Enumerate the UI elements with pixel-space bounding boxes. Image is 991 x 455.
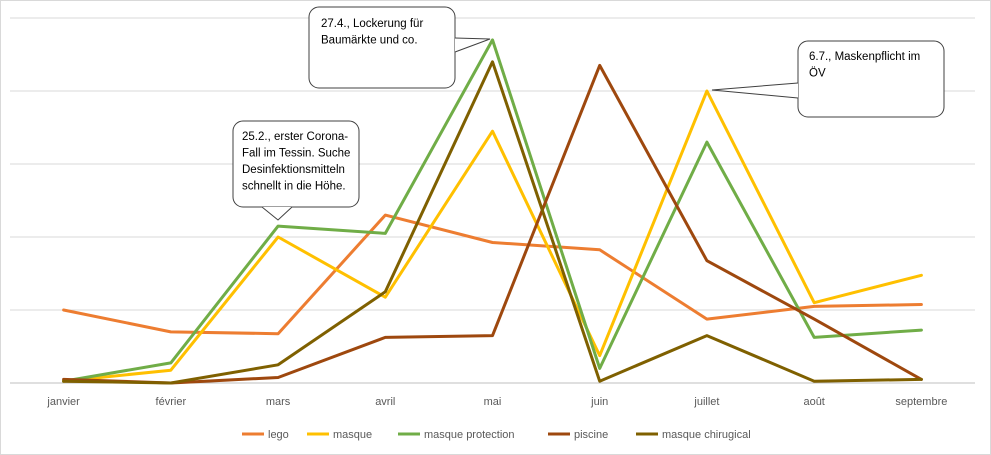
series-line-masque bbox=[62, 89, 923, 383]
legend-label: masque chirugical bbox=[662, 429, 751, 441]
x-tick-label: septembre bbox=[895, 396, 947, 408]
legend-label: masque protection bbox=[424, 429, 515, 441]
annotation-callout: 6.7., Maskenpflicht im ÖV bbox=[711, 40, 945, 118]
callout-pointer bbox=[261, 206, 293, 221]
series-line-lego bbox=[62, 213, 923, 336]
annotation-callout: 27.4., Lockerung für Baumärkte und co. bbox=[308, 6, 491, 89]
series-line-masque-protection bbox=[62, 38, 923, 383]
series-line-masque-chirugical bbox=[62, 60, 923, 385]
callout-text: 25.2., erster Corona- bbox=[242, 131, 348, 143]
callout-text: schnellt in die Höhe. bbox=[242, 181, 346, 193]
callout-text: Baumärkte und co. bbox=[321, 35, 418, 47]
legend-label: piscine bbox=[574, 429, 608, 441]
series-line-piscine bbox=[62, 63, 923, 385]
callout-box bbox=[797, 40, 945, 118]
callout-text: ÖV bbox=[809, 68, 826, 80]
x-tick-label: mai bbox=[484, 396, 502, 408]
callout-text: 6.7., Maskenpflicht im bbox=[809, 51, 920, 63]
callout-text: Desinfektionsmitteln bbox=[242, 164, 345, 176]
x-tick-label: juin bbox=[590, 396, 608, 408]
callout-pointer bbox=[711, 82, 799, 99]
x-tick-label: juillet bbox=[693, 396, 719, 408]
legend-label: masque bbox=[333, 429, 372, 441]
annotation-callout: 25.2., erster Corona- Fall im Tessin. Suc… bbox=[232, 120, 360, 221]
x-tick-label: mars bbox=[266, 396, 291, 408]
legend-label: lego bbox=[268, 429, 289, 441]
callout-pointer bbox=[454, 37, 491, 53]
x-tick-label: janvier bbox=[46, 396, 80, 408]
x-tick-label: avril bbox=[375, 396, 395, 408]
callout-box bbox=[232, 120, 360, 208]
x-tick-label: août bbox=[803, 396, 824, 408]
x-tick-label: février bbox=[156, 396, 187, 408]
callout-text: Fall im Tessin. Suche bbox=[242, 148, 350, 160]
callout-text: 27.4., Lockerung für bbox=[321, 18, 423, 30]
